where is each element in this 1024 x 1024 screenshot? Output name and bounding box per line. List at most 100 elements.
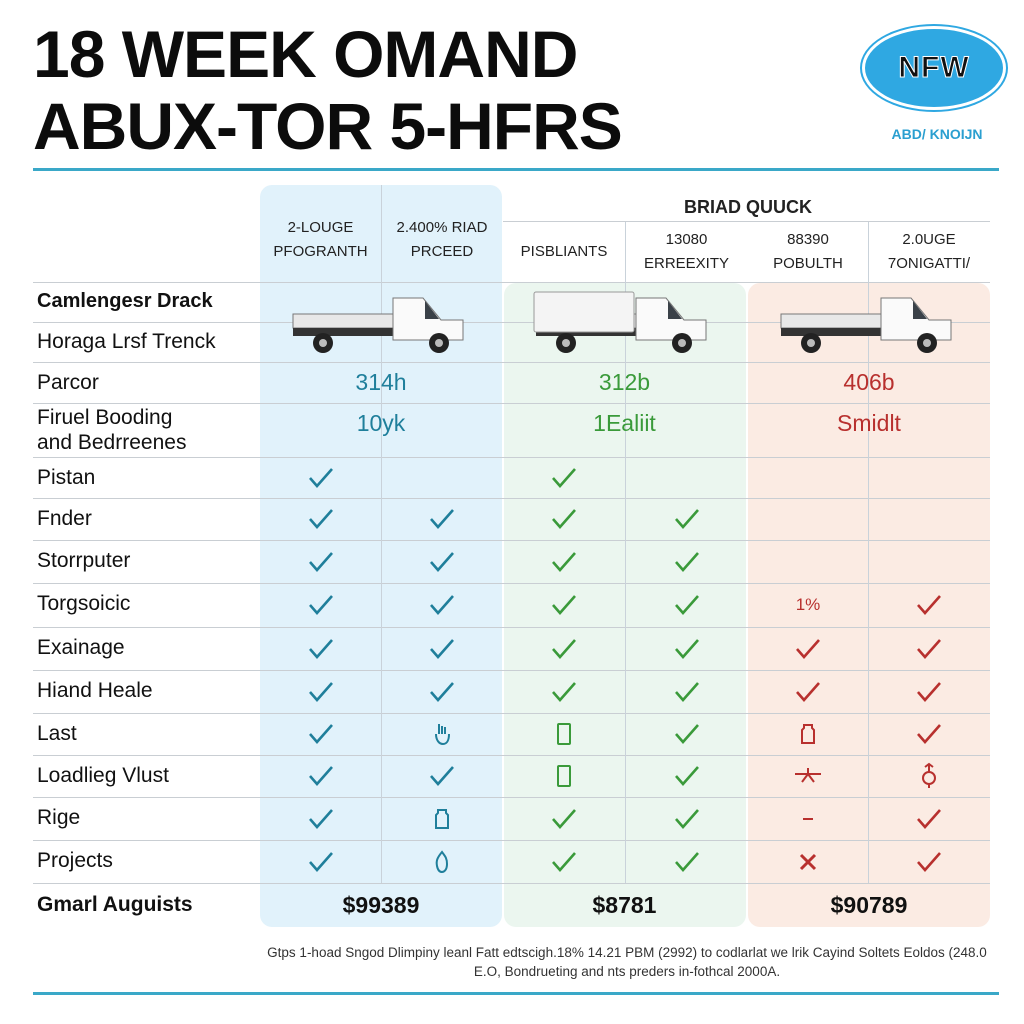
check-icon: [625, 498, 748, 540]
brand-logo: NFW: [862, 26, 1006, 110]
column-header: 2.0UGE 7ONIGATTI/: [868, 222, 990, 282]
parcor-value: 406b: [843, 369, 895, 395]
empty-cell: [625, 457, 748, 498]
row-divider: [33, 670, 990, 671]
parcor-value: 312b: [598, 369, 651, 395]
row-divider: [33, 403, 990, 404]
check-icon: [748, 670, 868, 713]
column-header-line1: 2.0UGE: [902, 231, 956, 248]
check-icon: [503, 498, 625, 540]
check-icon: [503, 583, 625, 627]
check-icon: [625, 627, 748, 670]
check-icon: [503, 457, 625, 498]
row-label: Pistan: [37, 466, 96, 489]
group-header: BRIAD QUUCK: [684, 197, 812, 217]
column-header-line1: 88390: [787, 231, 829, 248]
row-divider: [33, 362, 990, 363]
row-divider: [33, 282, 990, 283]
totals-label: Gmarl Auguists: [37, 893, 193, 916]
empty-cell: [381, 457, 503, 498]
column-header-line1: 2-LOUGE: [287, 219, 354, 236]
logo-subtitle: ABD/ KNOIJN: [891, 126, 983, 142]
row-divider: [33, 498, 990, 499]
row-label: Fnder: [37, 507, 92, 530]
check-icon: [868, 670, 990, 713]
row-label: Loadlieg Vlust: [37, 764, 169, 787]
column-header: 2.400% RIAD PRCEED: [381, 200, 503, 280]
check-icon: [260, 797, 381, 840]
jar-outline-icon: [748, 713, 868, 755]
check-icon: [868, 797, 990, 840]
column-divider: [625, 222, 626, 883]
column-header-line2: PRCEED: [410, 243, 474, 260]
row-divider: [33, 840, 990, 841]
check-icon: [625, 840, 748, 883]
empty-cell: [748, 457, 868, 498]
phone-outline-icon: [503, 713, 625, 755]
check-icon: [625, 583, 748, 627]
check-icon: [260, 457, 381, 498]
total-price: $8781: [592, 891, 657, 918]
row-label: Exainage: [37, 636, 125, 659]
check-icon: [503, 540, 625, 583]
check-icon: [625, 797, 748, 840]
drop-outline-icon: [381, 840, 503, 883]
empty-cell: [868, 498, 990, 540]
empty-cell: [748, 540, 868, 583]
group-rule: [503, 221, 990, 222]
row-divider: [33, 457, 990, 458]
check-icon: [625, 540, 748, 583]
fuel-value: 1Ealiit: [593, 409, 656, 436]
row-label: Firuel Booding and Bedrreenes: [37, 406, 187, 454]
title-line-2: ABUX-TOR 5-HFRS: [33, 89, 623, 163]
antenna-icon: [748, 755, 868, 797]
title-line-1: 18 WEEK OMAND: [33, 17, 578, 91]
check-icon: [503, 627, 625, 670]
column-header-line2: PFOGRANTH: [273, 243, 368, 260]
check-icon: [625, 713, 748, 755]
phone-outline-icon: [503, 755, 625, 797]
column-header-line1: 2.400% RIAD: [396, 219, 488, 236]
check-icon: [381, 627, 503, 670]
check-icon: [748, 627, 868, 670]
fuel-value: 10yk: [356, 409, 406, 436]
cell-value: 1%: [795, 595, 821, 614]
check-icon: [503, 840, 625, 883]
row-label: Rige: [37, 806, 81, 829]
panel-red: [748, 283, 990, 927]
row-divider: [33, 540, 990, 541]
logo-text: NFW: [898, 51, 970, 85]
check-icon: [381, 670, 503, 713]
check-icon: [260, 755, 381, 797]
empty-cell: [868, 457, 990, 498]
check-icon: [625, 755, 748, 797]
row-label: Torgsoicic: [37, 592, 131, 615]
hand-outline-icon: [381, 713, 503, 755]
total-price: $99389: [342, 891, 420, 918]
cross-icon: [748, 840, 868, 883]
row-divider: [33, 627, 990, 628]
column-header-line1: 13080: [665, 231, 708, 248]
row-label: Hiand Heale: [37, 679, 153, 702]
row-divider: [33, 583, 990, 584]
check-icon: [868, 840, 990, 883]
truck-image: [748, 287, 990, 359]
check-icon: [260, 540, 381, 583]
jar-outline-icon: [381, 797, 503, 840]
check-icon: [868, 627, 990, 670]
truck-image: [260, 287, 502, 359]
footnote: Gtps 1-hoad Sngod Dlimpiny leanl Fatt ed…: [267, 945, 987, 979]
column-header-line1: PISBLIANTS: [520, 243, 608, 260]
column-header-line2: POBULTH: [773, 255, 843, 272]
row-label: Last: [37, 722, 77, 745]
truck-image: [503, 287, 746, 359]
check-icon: [868, 583, 990, 627]
check-icon: [381, 540, 503, 583]
check-icon: [260, 627, 381, 670]
row-label: Horaga Lrsf Trenck: [37, 330, 216, 353]
row-label: Projects: [37, 849, 113, 872]
row-divider: [33, 713, 990, 714]
check-icon: [260, 713, 381, 755]
column-header-line2: 7ONIGATTI/: [887, 255, 971, 272]
bottom-rule: [33, 992, 999, 995]
